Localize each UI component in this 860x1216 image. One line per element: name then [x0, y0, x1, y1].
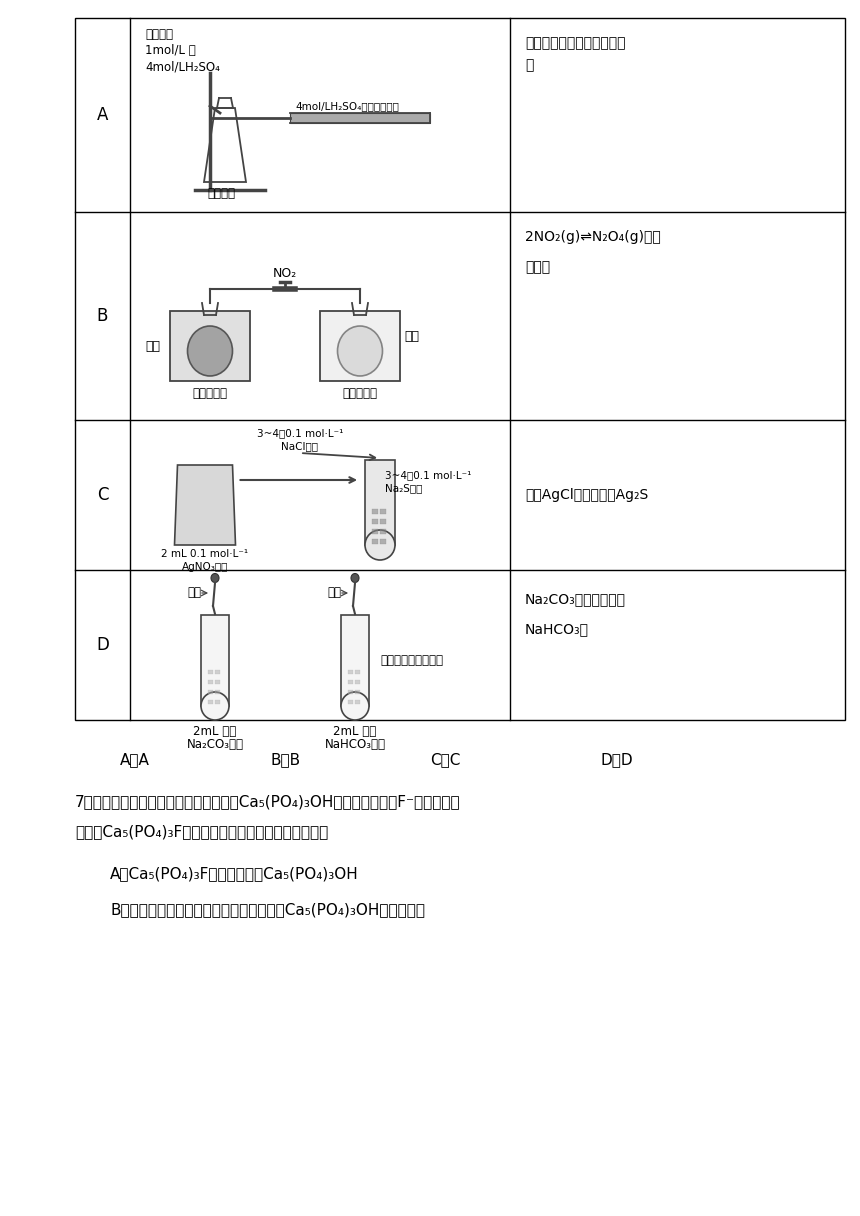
Text: NaHCO₃强: NaHCO₃强 [525, 623, 589, 636]
Bar [372, 539, 378, 544]
Text: B．B: B．B [270, 751, 300, 767]
Text: NaHCO₃溶液: NaHCO₃溶液 [324, 738, 385, 751]
Text: 2mL 饱和: 2mL 饱和 [194, 725, 236, 738]
Bar [372, 510, 378, 514]
Text: D: D [96, 636, 109, 654]
Text: B．食物在口腔中分解产生的有机酸会破坏Ca₅(PO₄)₃OH的溶解平衡: B．食物在口腔中分解产生的有机酸会破坏Ca₅(PO₄)₃OH的溶解平衡 [110, 902, 425, 917]
Text: 4mol/LH₂SO₄溶液生成的气: 4mol/LH₂SO₄溶液生成的气 [295, 101, 399, 111]
Text: A: A [97, 106, 108, 124]
Circle shape [201, 692, 229, 720]
Circle shape [365, 530, 395, 561]
Bar [207, 670, 212, 674]
Text: 2mL 饱和: 2mL 饱和 [334, 725, 377, 738]
Text: A．A: A．A [120, 751, 150, 767]
Ellipse shape [187, 326, 232, 376]
Text: A．Ca₅(PO₄)₃F的溶解度大于Ca₅(PO₄)₃OH: A．Ca₅(PO₄)₃F的溶解度大于Ca₅(PO₄)₃OH [110, 866, 359, 882]
Bar [380, 529, 386, 534]
Bar [207, 689, 212, 694]
Bar [354, 680, 359, 683]
Text: 验证AgCl溶解度大于Ag₂S: 验证AgCl溶解度大于Ag₂S [525, 488, 648, 502]
Text: 足量锌粒: 足量锌粒 [207, 187, 235, 199]
Text: 冷水: 冷水 [404, 330, 419, 343]
Text: 2NO₂(g)⇌N₂O₄(g)为放: 2NO₂(g)⇌N₂O₄(g)为放 [525, 230, 660, 244]
Text: AgNO₃溶液: AgNO₃溶液 [181, 562, 228, 572]
Bar [380, 539, 386, 544]
Bar [354, 670, 359, 674]
Ellipse shape [337, 326, 383, 376]
Text: 等体积的: 等体积的 [145, 28, 173, 41]
Bar [214, 699, 219, 704]
Text: Na₂CO₃的水解程度比: Na₂CO₃的水解程度比 [525, 592, 626, 606]
Bar [214, 680, 219, 683]
Text: 3~4滴0.1 mol·L⁻¹: 3~4滴0.1 mol·L⁻¹ [257, 428, 343, 438]
Text: 7．牙齿表面釉质层的主要成分是难溶的Ca₅(PO₄)₃OH，含氟牙膏中的F⁻可将其自发: 7．牙齿表面釉质层的主要成分是难溶的Ca₅(PO₄)₃OH，含氟牙膏中的F⁻可将… [75, 794, 461, 809]
Bar [354, 689, 359, 694]
Bar [372, 529, 378, 534]
Text: 快: 快 [525, 58, 533, 72]
Text: 气体颜色深: 气体颜色深 [193, 387, 228, 400]
Bar [201, 615, 229, 706]
Text: Na₂CO₃溶液: Na₂CO₃溶液 [187, 738, 243, 751]
Text: 3~4滴0.1 mol·L⁻¹: 3~4滴0.1 mol·L⁻¹ [385, 471, 471, 480]
Polygon shape [175, 465, 236, 545]
Bar [341, 615, 369, 706]
Text: 热反应: 热反应 [525, 260, 550, 274]
Text: 酚酞: 酚酞 [187, 586, 201, 599]
Bar [347, 699, 353, 704]
Ellipse shape [211, 574, 219, 582]
Bar [75, 18, 845, 720]
Bar [380, 519, 386, 524]
Bar [170, 311, 250, 381]
Text: NaCl溶液: NaCl溶液 [281, 441, 318, 451]
Bar [380, 510, 386, 514]
Bar [320, 311, 400, 381]
Bar [207, 699, 212, 704]
Ellipse shape [351, 574, 359, 582]
Bar [214, 670, 219, 674]
Text: B: B [97, 306, 108, 325]
Bar [365, 460, 395, 545]
Text: 1mol/L 或: 1mol/L 或 [145, 44, 196, 57]
Bar [354, 699, 359, 704]
Text: 热水: 热水 [145, 339, 160, 353]
Bar [347, 689, 353, 694]
Text: C．C: C．C [430, 751, 460, 767]
Bar [290, 113, 430, 123]
Circle shape [341, 692, 369, 720]
Text: 2 mL 0.1 mol·L⁻¹: 2 mL 0.1 mol·L⁻¹ [162, 548, 249, 559]
Text: 酚酞: 酚酞 [327, 586, 341, 599]
Bar [347, 670, 353, 674]
Bar [214, 689, 219, 694]
Text: 4mol/LH₂SO₄: 4mol/LH₂SO₄ [145, 60, 220, 73]
Text: 观察到左侧试管溶液: 观察到左侧试管溶液 [380, 653, 443, 666]
Text: Na₂S溶液: Na₂S溶液 [385, 483, 422, 492]
Text: C: C [96, 486, 108, 503]
Text: 气体颜色浅: 气体颜色浅 [342, 387, 378, 400]
Bar [207, 680, 212, 683]
Bar [347, 680, 353, 683]
Text: 转化为Ca₅(PO₄)₃F，从而保护牙齿。下列说法错误的是: 转化为Ca₅(PO₄)₃F，从而保护牙齿。下列说法错误的是 [75, 824, 329, 839]
Text: 反应物浓度越大反应速率越: 反应物浓度越大反应速率越 [525, 36, 625, 50]
Text: D．D: D．D [600, 751, 633, 767]
Text: NO₂: NO₂ [273, 268, 297, 280]
Bar [372, 519, 378, 524]
